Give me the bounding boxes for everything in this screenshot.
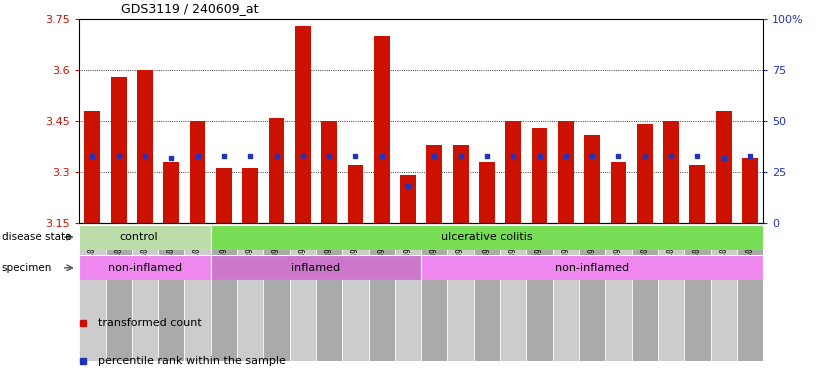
Text: GSM239716: GSM239716 [299,233,307,275]
Bar [163,162,179,223]
Bar [111,77,127,223]
Bar [79,255,211,280]
Bar [400,175,416,223]
Bar [84,111,100,223]
Text: GSM239717: GSM239717 [324,233,334,275]
Text: GSM239731: GSM239731 [588,233,596,275]
Text: GSM240026: GSM240026 [167,233,176,275]
Text: non-inflamed: non-inflamed [555,263,629,273]
Text: GSM239720: GSM239720 [404,233,413,275]
Text: GSM240025: GSM240025 [140,233,149,275]
Bar [216,169,232,223]
Bar [237,227,264,361]
Bar [264,227,289,361]
Bar [269,118,284,223]
Text: non-inflamed: non-inflamed [108,263,182,273]
Bar [711,227,736,361]
Text: inflamed: inflamed [291,263,340,273]
Text: GSM239725: GSM239725 [456,233,465,275]
Bar [374,36,389,223]
Bar [505,121,521,223]
Text: GSM240030: GSM240030 [719,233,728,275]
Text: GSM239718: GSM239718 [351,233,360,275]
Bar [448,227,474,361]
Text: GSM240029: GSM240029 [693,233,702,275]
Text: GSM239727: GSM239727 [509,233,518,275]
Text: GSM239618: GSM239618 [246,233,254,275]
Bar [211,255,421,280]
Bar [663,121,679,223]
Text: GSM240024: GSM240024 [114,233,123,275]
Bar [610,162,626,223]
Bar [716,111,731,223]
Text: disease state: disease state [2,232,71,242]
Bar [585,134,600,223]
Text: GSM239729: GSM239729 [535,233,544,275]
Bar [531,128,547,223]
Bar [426,145,442,223]
Bar [421,255,763,280]
Text: GSM239617: GSM239617 [219,233,229,275]
Text: GSM240023: GSM240023 [88,233,97,275]
Bar [605,227,631,361]
Bar [289,227,316,361]
Bar [558,121,574,223]
Bar [526,227,553,361]
Bar [243,169,258,223]
Text: GDS3119 / 240609_at: GDS3119 / 240609_at [121,2,259,15]
Bar [211,225,763,250]
Text: control: control [119,232,158,242]
Text: GSM239726: GSM239726 [482,233,491,275]
Text: GSM239719: GSM239719 [377,233,386,275]
Bar [79,225,211,250]
Bar [321,121,337,223]
Bar [736,227,763,361]
Text: GSM239723: GSM239723 [430,233,439,275]
Bar [742,158,758,223]
Bar [137,70,153,223]
Bar [479,162,495,223]
Bar [658,227,684,361]
Bar [474,227,500,361]
Text: percentile rank within the sample: percentile rank within the sample [98,356,285,366]
Text: GSM240028: GSM240028 [666,233,676,275]
Bar [500,227,526,361]
Bar [342,227,369,361]
Bar [637,124,653,223]
Bar [211,227,237,361]
Text: transformed count: transformed count [98,318,201,328]
Bar [453,145,469,223]
Bar [421,227,448,361]
Text: specimen: specimen [2,263,52,273]
Bar [189,121,205,223]
Bar [394,227,421,361]
Bar [132,227,158,361]
Text: GSM239730: GSM239730 [561,233,570,275]
Bar [158,227,184,361]
Bar [369,227,394,361]
Bar [106,227,132,361]
Text: GSM239714: GSM239714 [272,233,281,275]
Text: ulcerative colitis: ulcerative colitis [441,232,533,242]
Text: GSM240027: GSM240027 [193,233,202,275]
Bar [316,227,342,361]
Text: GSM240022: GSM240022 [641,233,649,275]
Bar [631,227,658,361]
Text: GSM239732: GSM239732 [614,233,623,275]
Bar [295,26,311,223]
Text: GSM240031: GSM240031 [746,233,755,275]
Bar [553,227,579,361]
Bar [684,227,711,361]
Bar [79,227,106,361]
Bar [184,227,211,361]
Bar [690,165,706,223]
Bar [579,227,605,361]
Bar [348,165,364,223]
